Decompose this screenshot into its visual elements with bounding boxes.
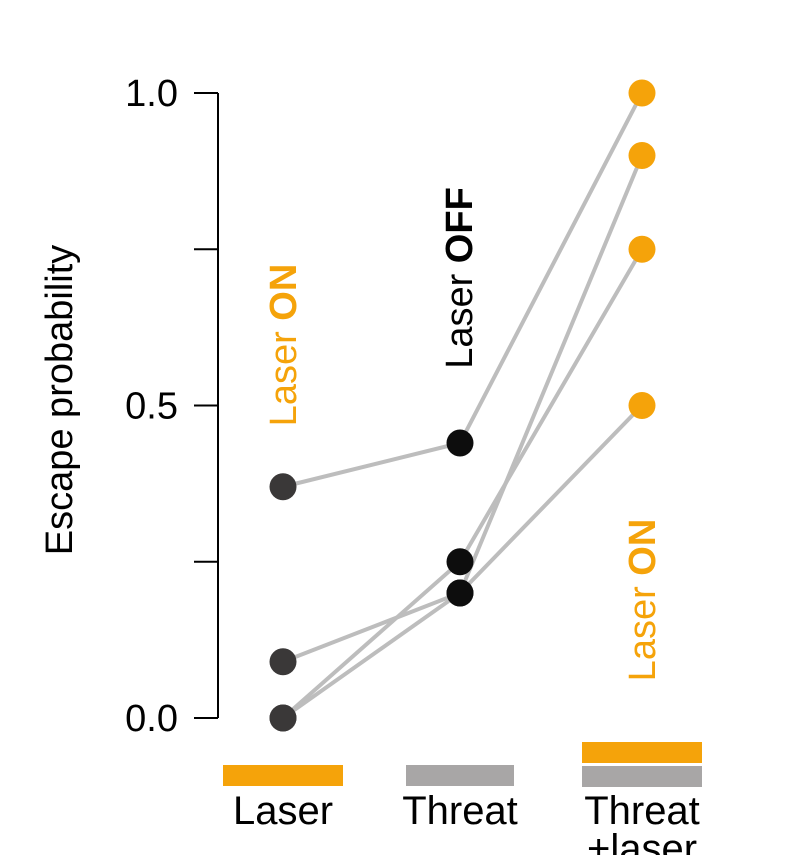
laser-bar <box>582 742 702 763</box>
laser-bar <box>223 765 343 786</box>
annotation-part: Laser <box>263 321 305 427</box>
annotation-label: Laser ON <box>263 264 305 427</box>
data-point <box>628 235 656 263</box>
data-point <box>269 704 297 732</box>
annotation-part: Laser <box>622 576 664 682</box>
threat-bar <box>406 765 514 786</box>
annotation-label: Laser ON <box>622 519 664 682</box>
y-axis-title-group: Escape probability <box>39 245 81 556</box>
annotation-label: Laser OFF <box>439 187 481 369</box>
condition-bars <box>223 742 702 787</box>
annotation-part: ON <box>622 519 664 576</box>
threat-bar <box>582 766 702 787</box>
y-axis-title: Escape probability <box>39 245 81 556</box>
data-point <box>269 648 297 676</box>
y-tick-label: 0.0 <box>125 698 178 740</box>
annotation-part: ON <box>263 264 305 321</box>
data-point <box>269 473 297 501</box>
category-labels: Laser Threat Threat+laser <box>233 789 700 855</box>
data-point <box>628 142 656 169</box>
data-point <box>628 392 656 419</box>
data-point <box>446 579 474 607</box>
category-label: Laser <box>233 789 333 833</box>
category-label: Threat <box>584 789 700 833</box>
y-tick-label: 1.0 <box>125 73 178 115</box>
annotation-part: OFF <box>439 187 481 263</box>
category-label: Threat <box>402 789 518 833</box>
connecting-lines <box>281 92 644 720</box>
y-tick-label: 0.5 <box>125 386 178 428</box>
y-axis: 0.0 0.5 1.0 <box>125 73 219 740</box>
annotation-part: Laser <box>439 263 481 369</box>
data-point <box>446 548 474 576</box>
category-label-line2: +laser <box>587 827 697 855</box>
data-points <box>269 79 656 732</box>
data-point <box>628 79 656 107</box>
data-point <box>446 429 474 457</box>
